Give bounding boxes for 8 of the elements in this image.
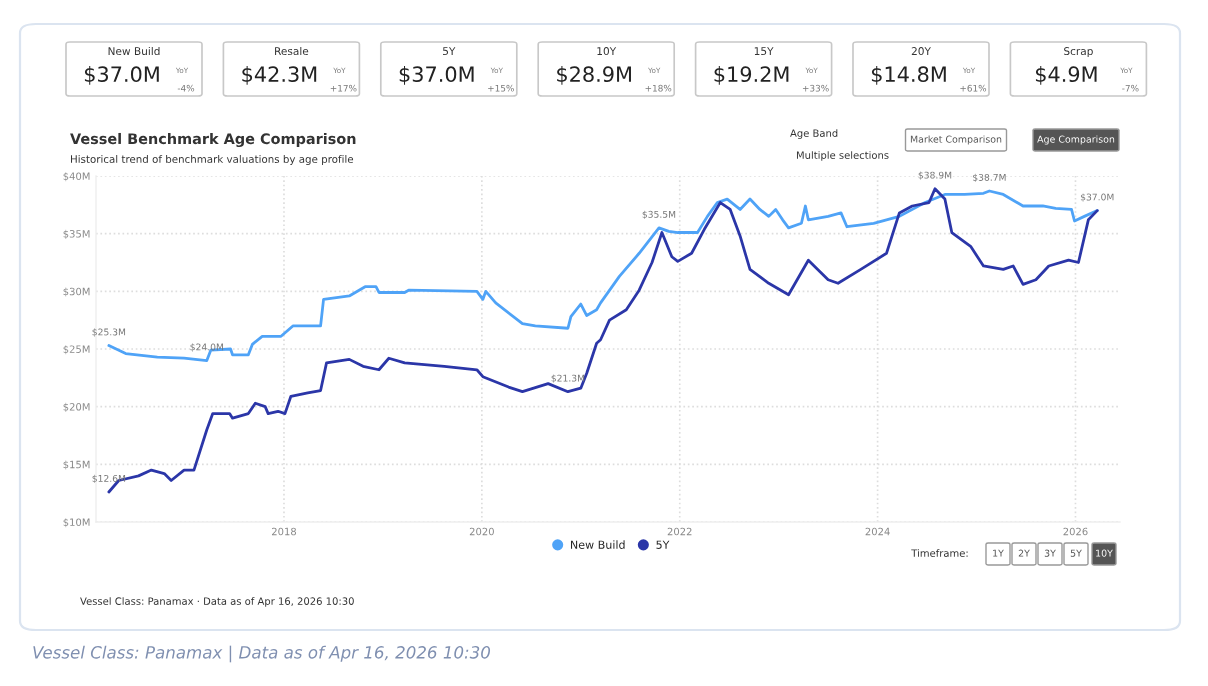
- text: $37.0M: [84, 65, 159, 85]
- text: $19.2M: [714, 65, 789, 85]
- text: $42.3M: [242, 65, 317, 85]
- text: Vessel Class: Panamax | Data as of Apr 16, 2026 10:30: [33, 645, 491, 663]
- text: $4.9M: [1035, 65, 1097, 85]
- text: $28.9M: [557, 65, 631, 85]
- text: $14.8M: [871, 65, 946, 85]
- text: $37.0M: [399, 65, 474, 85]
